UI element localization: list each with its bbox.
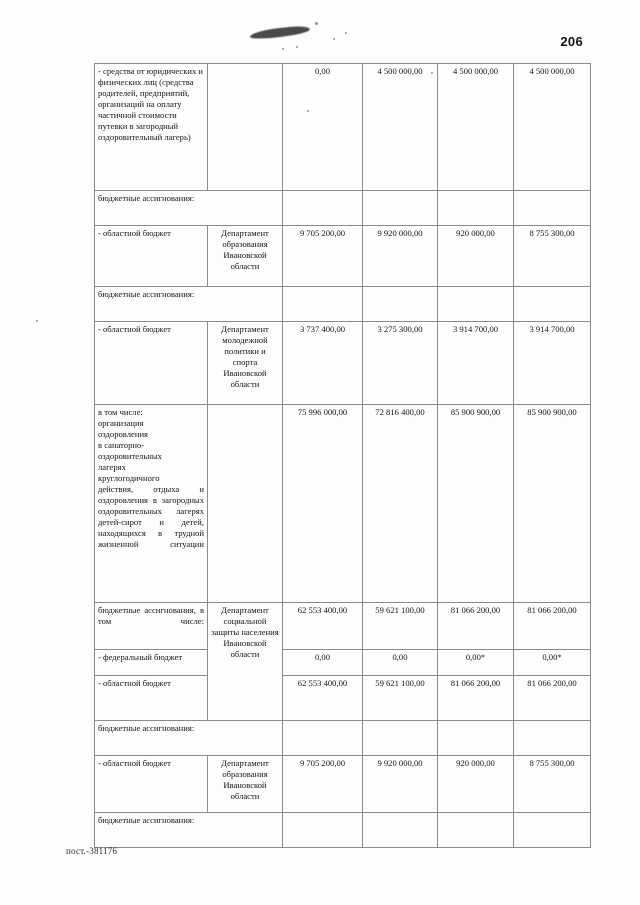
row-department: Департамент молодежной политики и спорта… bbox=[207, 321, 283, 405]
row-value-3 bbox=[437, 720, 514, 756]
row-value-4 bbox=[513, 720, 591, 756]
row-label-line: в санаторно- bbox=[98, 440, 145, 450]
row-value-4 bbox=[513, 190, 591, 226]
row-value-3: 81 066 200,00 bbox=[437, 675, 514, 721]
row-label-justified: действия, отдыха и оздоровления в загоро… bbox=[98, 484, 204, 549]
row-value-1 bbox=[282, 720, 363, 756]
row-value-2: 4 500 000,00 bbox=[362, 63, 438, 191]
row-department bbox=[207, 404, 283, 603]
row-label-block: в том числе: организация оздоровления в … bbox=[94, 404, 208, 603]
row-label: - федеральный бюджет bbox=[94, 649, 208, 676]
row-value-2: 59 621 100,00 bbox=[362, 675, 438, 721]
row-label: - областной бюджет bbox=[94, 321, 208, 405]
row-value-1: 0,00 bbox=[282, 649, 363, 676]
row-label-line: круглогодичного bbox=[98, 473, 160, 483]
row-value-4: 3 914 700,00 bbox=[513, 321, 591, 405]
row-value-3: 920 000,00 bbox=[437, 225, 514, 287]
row-value-3: 920 000,00 bbox=[437, 755, 514, 813]
table-row: бюджетные ассигнования: bbox=[94, 812, 591, 848]
row-value-2: 0,00 bbox=[362, 649, 438, 676]
row-value-4 bbox=[513, 812, 591, 848]
section-header-label: бюджетные ассигнования: bbox=[94, 812, 283, 848]
row-label: - областной бюджет bbox=[94, 755, 208, 813]
row-label: - областной бюджет bbox=[94, 225, 208, 287]
row-value-3 bbox=[437, 812, 514, 848]
row-value-1: 62 553 400,00 bbox=[282, 675, 363, 721]
row-value-2: 72 816 400,00 bbox=[362, 404, 438, 603]
row-value-1: 0,00 bbox=[282, 63, 363, 191]
row-value-4: 81 066 200,00 bbox=[513, 602, 591, 650]
row-value-4: 81 066 200,00 bbox=[513, 675, 591, 721]
row-label-line: оздоровительных bbox=[98, 451, 162, 461]
scan-artifact-speck bbox=[315, 22, 318, 25]
row-department: Департамент образования Ивановской облас… bbox=[207, 755, 283, 813]
row-value-2: 9 920 000,00 bbox=[362, 755, 438, 813]
row-value-4: 8 755 300,00 bbox=[513, 225, 591, 287]
row-label: бюджетные ассигнования, в том числе: bbox=[94, 602, 208, 650]
budget-allocations-table: - средства от юридических и физических л… bbox=[94, 63, 591, 848]
row-value-4: 8 755 300,00 bbox=[513, 755, 591, 813]
table-row: - областной бюджет Департамент молодежно… bbox=[94, 321, 591, 405]
table-row: - областной бюджет Департамент образован… bbox=[94, 225, 591, 287]
footer-note: пост.-381176 bbox=[66, 846, 118, 856]
row-value-3: 81 066 200,00 bbox=[437, 602, 514, 650]
scan-artifact-speck bbox=[36, 320, 38, 322]
row-value-4: 4 500 000,00 bbox=[513, 63, 591, 191]
row-value-2 bbox=[362, 190, 438, 226]
row-department: Департамент образования Ивановской облас… bbox=[207, 225, 283, 287]
row-label-line: организация bbox=[98, 418, 144, 428]
table-row: - средства от юридических и физических л… bbox=[94, 63, 591, 191]
row-value-1 bbox=[282, 190, 363, 226]
table-row: бюджетные ассигнования, в том числе: Деп… bbox=[94, 602, 591, 721]
section-header-label: бюджетные ассигнования: bbox=[94, 190, 283, 226]
table-row: - областной бюджет 62 553 400,00 59 621 … bbox=[94, 675, 591, 721]
row-value-1: 9 705 200,00 bbox=[282, 755, 363, 813]
row-value-1: 75 996 000,00 bbox=[282, 404, 363, 603]
row-value-2 bbox=[362, 812, 438, 848]
row-value-3: 3 914 700,00 bbox=[437, 321, 514, 405]
row-value-3 bbox=[437, 286, 514, 322]
table-row: - областной бюджет Департамент образован… bbox=[94, 755, 591, 813]
row-department: Департамент социальной защиты населения … bbox=[207, 602, 283, 721]
row-value-2 bbox=[362, 286, 438, 322]
scan-artifact-smudge bbox=[249, 24, 311, 41]
row-value-3: 85 900 900,00 bbox=[437, 404, 514, 603]
row-value-3 bbox=[437, 190, 514, 226]
row-value-1: 9 705 200,00 bbox=[282, 225, 363, 287]
row-label: - областной бюджет bbox=[94, 675, 208, 721]
row-value-2: 59 621 100,00 bbox=[362, 602, 438, 650]
row-value-4: 85 900 900,00 bbox=[513, 404, 591, 603]
table-row: бюджетные ассигнования: bbox=[94, 190, 591, 226]
row-value-4: 0,00* bbox=[513, 649, 591, 676]
table-row: - федеральный бюджет 0,00 0,00 0,00* 0,0… bbox=[94, 649, 591, 676]
row-value-1: 62 553 400,00 bbox=[282, 602, 363, 650]
row-value-3: 0,00* bbox=[437, 649, 514, 676]
scan-artifact-speck bbox=[345, 32, 347, 34]
scan-artifact-speck bbox=[296, 46, 298, 48]
row-value-1 bbox=[282, 286, 363, 322]
table-row: бюджетные ассигнования: bbox=[94, 720, 591, 756]
row-label-line: лагерях bbox=[98, 462, 126, 472]
scan-artifact-speck bbox=[333, 38, 335, 40]
table-row: бюджетные ассигнования: bbox=[94, 286, 591, 322]
table-row: в том числе: организация оздоровления в … bbox=[94, 404, 591, 603]
row-value-1 bbox=[282, 812, 363, 848]
scan-artifact-speck bbox=[282, 48, 284, 50]
row-label: - средства от юридических и физических л… bbox=[94, 63, 208, 191]
row-value-3: 4 500 000,00 bbox=[437, 63, 514, 191]
row-value-4 bbox=[513, 286, 591, 322]
row-value-1: 3 737 400,00 bbox=[282, 321, 363, 405]
row-value-2 bbox=[362, 720, 438, 756]
row-value-2: 3 275 300,00 bbox=[362, 321, 438, 405]
row-label-line: оздоровления bbox=[98, 429, 148, 439]
row-value-2: 9 920 000,00 bbox=[362, 225, 438, 287]
section-header-label: бюджетные ассигнования: bbox=[94, 720, 283, 756]
section-header-label: бюджетные ассигнования: bbox=[94, 286, 283, 322]
row-department bbox=[207, 63, 283, 191]
row-label-line: в том числе: bbox=[98, 407, 143, 417]
page-number: 206 bbox=[560, 34, 583, 49]
